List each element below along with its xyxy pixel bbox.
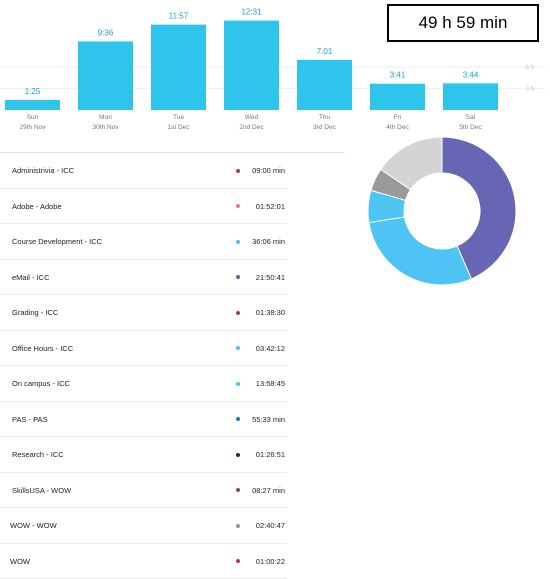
project-color-dot: [236, 311, 240, 315]
date-label: 2nd Dec: [239, 124, 264, 131]
project-color-dot: [236, 488, 240, 492]
project-color-dot: [236, 524, 240, 528]
project-donut-chart: [366, 135, 518, 287]
day-label: Tue: [173, 114, 184, 121]
project-color-dot: [236, 240, 240, 244]
project-color-dot: [236, 204, 240, 208]
date-label: 3rd Dec: [313, 124, 337, 131]
project-color-dot: [236, 169, 240, 173]
project-time: 01:26:51: [256, 450, 285, 459]
bar-value-label: 3:44: [463, 70, 479, 79]
project-row[interactable]: Course Development - ICC 36:06 min: [0, 224, 287, 260]
bar-sat[interactable]: [443, 83, 498, 110]
bar-value-label: 3:41: [390, 71, 406, 80]
project-name: Office Hours - ICC: [12, 344, 73, 353]
day-label: Sun: [27, 114, 39, 121]
project-name: SkillsUSA - WOW: [12, 486, 71, 495]
bar-value-label: 12:31: [241, 8, 262, 17]
bar-wed[interactable]: [224, 21, 279, 110]
project-time: 01:38:30: [256, 308, 285, 317]
project-row[interactable]: WOW - WOW 02:40:47: [0, 508, 287, 544]
project-row[interactable]: Grading - ICC 01:38:30: [0, 295, 287, 331]
project-color-dot: [236, 559, 240, 563]
day-label: Mon: [99, 114, 112, 121]
total-time-box: 49 h 59 min: [387, 4, 539, 42]
bar-fri[interactable]: [370, 84, 425, 110]
day-label: Fri: [394, 114, 402, 121]
bar-value-label: 1:25: [25, 87, 41, 96]
project-name: On campus - ICC: [12, 379, 70, 388]
bar-value-label: 7:01: [317, 47, 333, 56]
date-label: 1st Dec: [167, 124, 190, 131]
project-name: PAS - PAS: [12, 415, 48, 424]
project-name: Administrivia - ICC: [12, 166, 74, 175]
day-label: Wed: [245, 114, 259, 121]
project-row[interactable]: eMail - ICC 21:50:41: [0, 260, 287, 296]
project-time: 21:50:41: [256, 273, 285, 282]
total-time-value: 49 h 59 min: [419, 13, 508, 33]
bar-value-label: 9:36: [98, 28, 114, 37]
project-row[interactable]: PAS - PAS 55:33 min: [0, 402, 287, 438]
project-time: 36:06 min: [252, 237, 285, 246]
project-row[interactable]: Administrivia - ICC 09:00 min: [0, 153, 287, 189]
day-label: Thu: [319, 114, 331, 121]
project-color-dot: [236, 346, 240, 350]
y-tick-label: 3 h: [526, 87, 534, 93]
y-tick-label: 6 h: [526, 65, 534, 71]
project-time: 13:58:45: [256, 379, 285, 388]
date-label: 30th Nov: [92, 124, 119, 131]
project-color-dot: [236, 453, 240, 457]
project-row[interactable]: On campus - ICC 13:58:45: [0, 366, 287, 402]
project-time: 09:00 min: [252, 166, 285, 175]
date-label: 4th Dec: [386, 124, 409, 131]
donut-segment-1[interactable]: [369, 217, 471, 285]
project-name: Research - ICC: [12, 450, 64, 459]
project-color-dot: [236, 382, 240, 386]
project-time: 55:33 min: [252, 415, 285, 424]
project-name: Course Development - ICC: [12, 237, 102, 246]
bar-thu[interactable]: [297, 60, 352, 110]
project-row[interactable]: Office Hours - ICC 03:42:12: [0, 331, 287, 367]
project-row[interactable]: WOW 01:00:22: [0, 544, 287, 579]
project-name: Adobe - Adobe: [12, 202, 62, 211]
project-name: WOW: [10, 557, 30, 566]
project-time: 01:00:22: [256, 557, 285, 566]
project-time: 01:52:01: [256, 202, 285, 211]
day-label: Sat: [466, 114, 476, 121]
bar-sun[interactable]: [5, 100, 60, 110]
project-list: Administrivia - ICC 09:00 min Adobe - Adob…: [0, 153, 287, 579]
project-name: WOW - WOW: [10, 521, 57, 530]
date-label: 5th Dec: [459, 124, 482, 131]
project-time: 02:40:47: [256, 521, 285, 530]
date-label: 29th Nov: [19, 124, 46, 131]
project-time: 03:42:12: [256, 344, 285, 353]
bar-mon[interactable]: [78, 41, 133, 110]
project-row[interactable]: Adobe - Adobe 01:52:01: [0, 189, 287, 225]
bar-tue[interactable]: [151, 25, 206, 110]
project-name: Grading - ICC: [12, 308, 58, 317]
project-name: eMail - ICC: [12, 273, 50, 282]
project-row[interactable]: SkillsUSA - WOW 08:27 min: [0, 473, 287, 509]
project-time: 08:27 min: [252, 486, 285, 495]
project-color-dot: [236, 417, 240, 421]
bar-value-label: 11:57: [169, 12, 189, 21]
project-color-dot: [236, 275, 240, 279]
project-row[interactable]: Research - ICC 01:26:51: [0, 437, 287, 473]
